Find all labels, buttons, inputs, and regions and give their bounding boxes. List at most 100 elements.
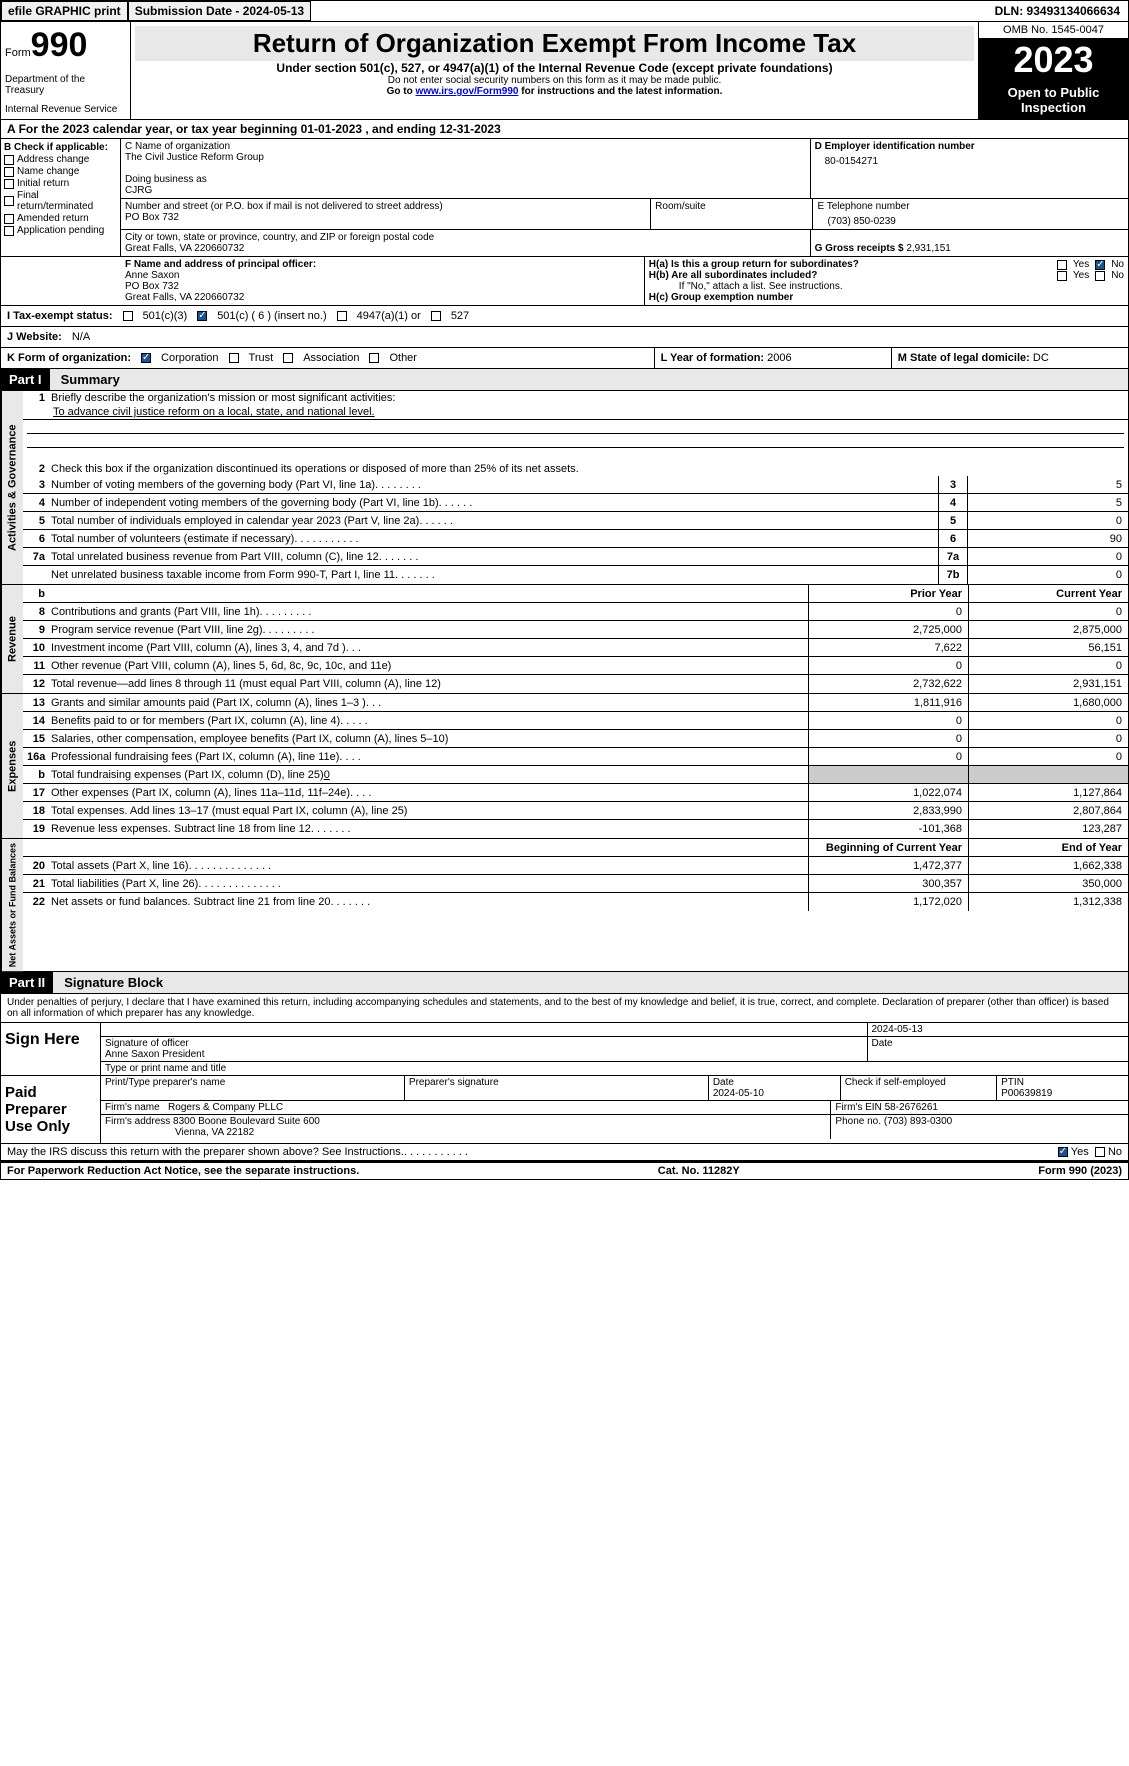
line-20-text: Total assets (Part X, line 16) [51, 860, 189, 872]
line-16a-prior: 0 [808, 748, 968, 765]
line-10-current: 56,151 [968, 639, 1128, 656]
line-9-text: Program service revenue (Part VIII, line… [51, 624, 263, 636]
line-19-current: 123,287 [968, 820, 1128, 838]
line-16b-prior-grey [808, 766, 968, 783]
line-11-prior: 0 [808, 657, 968, 674]
current-year-header: Current Year [968, 585, 1128, 602]
firm-phone: (703) 893-0300 [884, 1116, 952, 1127]
line-8-text: Contributions and grants (Part VIII, lin… [51, 606, 260, 618]
h-b-yes-checkbox[interactable] [1057, 271, 1067, 281]
self-employed-label: Check if self-employed [845, 1077, 946, 1088]
paid-preparer-block: Paid Preparer Use Only Print/Type prepar… [0, 1076, 1129, 1144]
net-assets-section: Net Assets or Fund Balances Beginning of… [0, 839, 1129, 972]
line-20-boy: 1,472,377 [808, 857, 968, 874]
check-amended-return[interactable]: Amended return [4, 213, 117, 224]
mission-text: To advance civil justice reform on a loc… [53, 406, 375, 418]
line-17-prior: 1,022,074 [808, 784, 968, 801]
firm-ein: 58-2676261 [885, 1102, 938, 1113]
row-i-label: I Tax-exempt status: [7, 310, 113, 322]
firm-addr1: 8300 Boone Boulevard Suite 600 [173, 1116, 320, 1127]
check-4947[interactable] [337, 311, 347, 321]
line-18-current: 2,807,864 [968, 802, 1128, 819]
h-b-no-checkbox[interactable] [1095, 271, 1105, 281]
firm-addr-label: Firm's address [105, 1116, 170, 1127]
firm-addr2: Vienna, VA 22182 [105, 1127, 254, 1138]
line-15-prior: 0 [808, 730, 968, 747]
line-13-prior: 1,811,916 [808, 694, 968, 711]
perjury-statement: Under penalties of perjury, I declare th… [0, 994, 1129, 1023]
line-16b-text: Total fundraising expenses (Part IX, col… [51, 769, 324, 781]
h-a-no-checkbox[interactable] [1095, 260, 1105, 270]
check-trust[interactable] [229, 353, 239, 363]
line-16a-text: Professional fundraising fees (Part IX, … [51, 751, 339, 763]
efile-graphic-print-button[interactable]: efile GRAPHIC print [1, 1, 128, 21]
line-9-prior: 2,725,000 [808, 621, 968, 638]
box-b-label: B Check if applicable: [4, 142, 117, 153]
line-15-text: Salaries, other compensation, employee b… [51, 733, 448, 745]
type-print-label: Type or print name and title [101, 1062, 1128, 1075]
line-6-val: 90 [968, 530, 1128, 547]
check-name-change[interactable]: Name change [4, 166, 117, 177]
dept-treasury: Department of the Treasury [5, 74, 126, 96]
box-g-label: G Gross receipts $ [815, 243, 904, 254]
line-15-current: 0 [968, 730, 1128, 747]
ssn-note: Do not enter social security numbers on … [135, 75, 974, 86]
check-527[interactable] [431, 311, 441, 321]
line-21-text: Total liabilities (Part X, line 26) [51, 878, 198, 890]
org-name: The Civil Justice Reform Group [125, 152, 806, 163]
check-501c[interactable] [197, 311, 207, 321]
h-b-note: If "No," attach a list. See instructions… [649, 281, 1124, 292]
governance-section: Activities & Governance 1Briefly describ… [0, 391, 1129, 585]
line-5-text: Total number of individuals employed in … [51, 515, 419, 527]
line-7b-text: Net unrelated business taxable income fr… [51, 569, 395, 581]
firm-name: Rogers & Company PLLC [168, 1102, 283, 1113]
form-prefix: Form [5, 47, 31, 59]
check-application-pending[interactable]: Application pending [4, 225, 117, 236]
line-16b-current-grey [968, 766, 1128, 783]
line-14-text: Benefits paid to or for members (Part IX… [51, 715, 340, 727]
line-8-current: 0 [968, 603, 1128, 620]
vert-governance: Activities & Governance [1, 391, 23, 584]
row-j-label: J Website: [7, 331, 62, 343]
gross-receipts: 2,931,151 [906, 243, 951, 254]
check-association[interactable] [283, 353, 293, 363]
check-501c3[interactable] [123, 311, 133, 321]
page-footer: For Paperwork Reduction Act Notice, see … [0, 1161, 1129, 1180]
line-a-text: For the 2023 calendar year, or tax year … [19, 122, 501, 136]
line-6-num: 6 [938, 530, 968, 547]
sign-here-label: Sign Here [1, 1023, 101, 1075]
check-corporation[interactable] [141, 353, 151, 363]
line-3-val: 5 [968, 476, 1128, 493]
paid-preparer-label: Paid Preparer Use Only [1, 1076, 101, 1143]
part-2-header: Part II Signature Block [0, 972, 1129, 994]
row-l-label: L Year of formation: [661, 352, 765, 364]
row-m-label: M State of legal domicile: [898, 352, 1030, 364]
check-final-return[interactable]: Final return/terminated [4, 190, 117, 212]
line-17-text: Other expenses (Part IX, column (A), lin… [51, 787, 350, 799]
officer-name-title: Anne Saxon President [105, 1049, 205, 1060]
line-13-current: 1,680,000 [968, 694, 1128, 711]
line-11-current: 0 [968, 657, 1128, 674]
line-10-prior: 7,622 [808, 639, 968, 656]
line-9-current: 2,875,000 [968, 621, 1128, 638]
room-label: Room/suite [655, 201, 808, 212]
cat-no: Cat. No. 11282Y [658, 1165, 740, 1177]
ptin-value: P00639819 [1001, 1088, 1052, 1099]
form990-link[interactable]: www.irs.gov/Form990 [415, 86, 518, 97]
dln-label: DLN: 93493134066634 [987, 2, 1128, 20]
discuss-no-checkbox[interactable] [1095, 1147, 1105, 1157]
check-initial-return[interactable]: Initial return [4, 178, 117, 189]
date-label: Date [868, 1037, 1129, 1061]
discuss-yes-checkbox[interactable] [1058, 1147, 1068, 1157]
row-j: J Website: N/A [0, 327, 1129, 348]
h-a-label: H(a) Is this a group return for subordin… [649, 259, 1051, 270]
check-address-change[interactable]: Address change [4, 154, 117, 165]
line-7a-val: 0 [968, 548, 1128, 565]
line-7b-num: 7b [938, 566, 968, 584]
h-a-yes-checkbox[interactable] [1057, 260, 1067, 270]
part-2-title: Signature Block [56, 972, 171, 993]
check-other[interactable] [369, 353, 379, 363]
prior-year-header: Prior Year [808, 585, 968, 602]
line-12-prior: 2,732,622 [808, 675, 968, 693]
line-5-num: 5 [938, 512, 968, 529]
